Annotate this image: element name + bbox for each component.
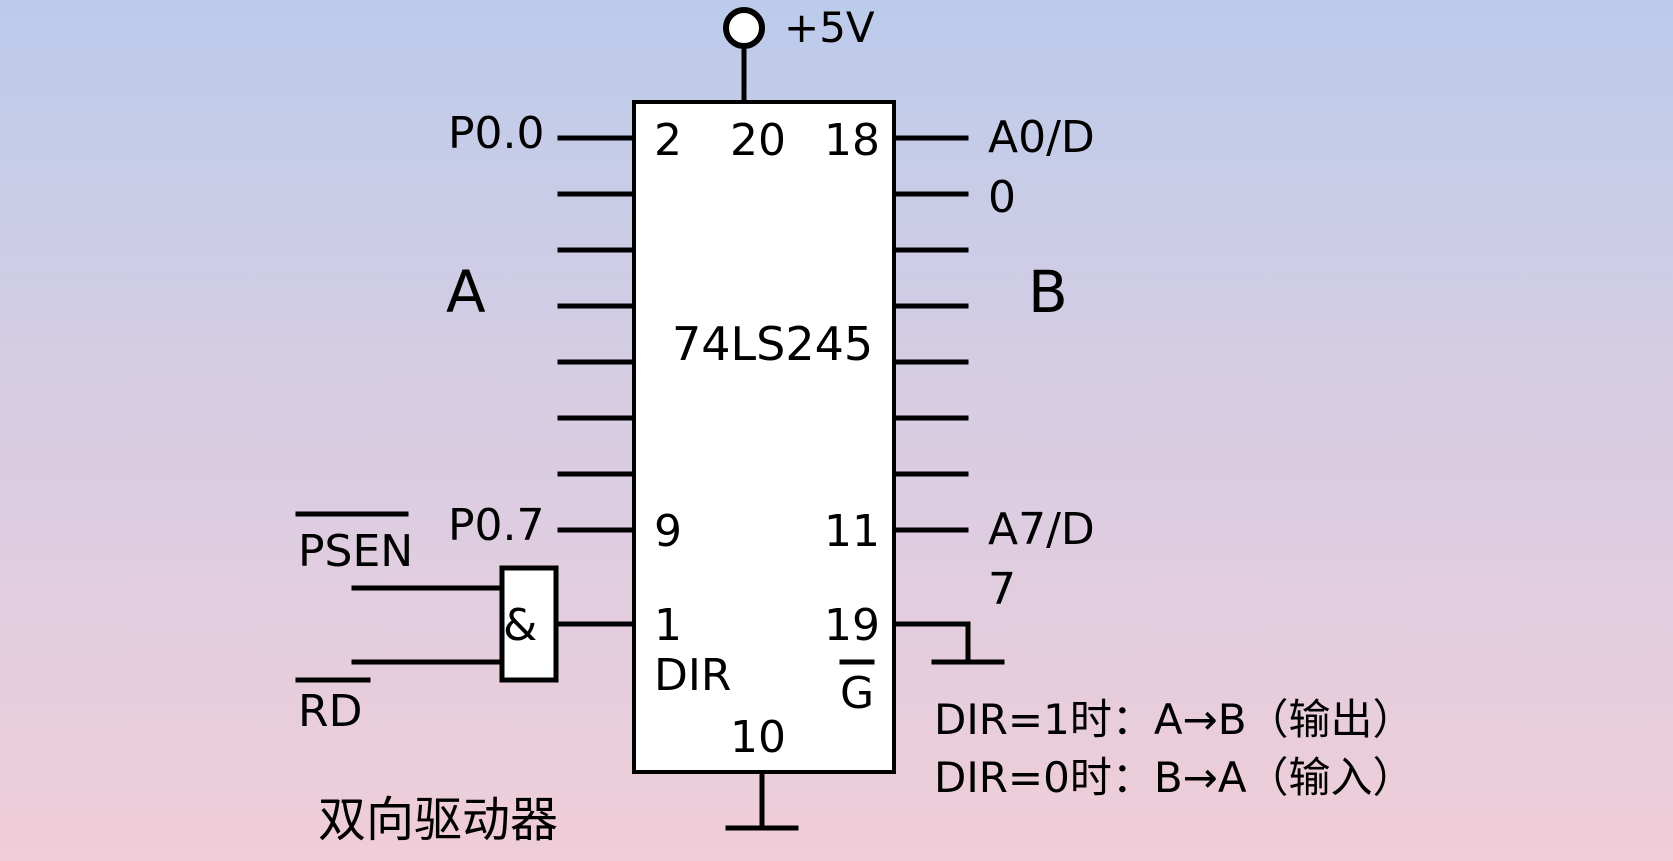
pin-label-a7d-line1: A7/D — [988, 504, 1095, 555]
diagram-caption: 双向驱动器 — [318, 792, 558, 848]
pin-number-10: 10 — [730, 712, 786, 763]
g-ground-wire — [895, 621, 1005, 665]
pin-label-p07: P0.7 — [448, 500, 545, 551]
and-gate — [499, 565, 559, 683]
g-label: G — [840, 668, 874, 719]
port-label-a: A — [446, 258, 486, 326]
left-pin-lines — [557, 135, 633, 533]
pin-number-2: 2 — [654, 115, 682, 166]
pin-label-a0d-line1: A0/D — [988, 112, 1095, 163]
pin-number-20: 20 — [730, 115, 786, 166]
chip-ground-wire — [725, 773, 799, 831]
pin-number-18: 18 — [824, 115, 880, 166]
dir-label: DIR — [654, 650, 731, 701]
pin-number-11: 11 — [824, 506, 880, 557]
note-dir0: DIR=0时：B→A（输入） — [934, 753, 1415, 802]
rd-label: RD — [298, 686, 362, 737]
pin-number-19: 19 — [824, 600, 880, 651]
port-label-b: B — [1028, 258, 1068, 326]
right-pin-lines — [895, 135, 969, 533]
chip-name: 74LS245 — [672, 317, 873, 371]
pin-label-a0d-line2: 0 — [988, 172, 1016, 223]
psen-label: PSEN — [298, 526, 413, 577]
pin-number-9: 9 — [654, 506, 682, 557]
power-terminal — [723, 7, 765, 103]
pin-label-p00: P0.0 — [448, 108, 545, 159]
and-gate-symbol: & — [503, 600, 537, 651]
power-label: +5V — [784, 3, 875, 52]
pin-label-a7d-line2: 7 — [988, 564, 1016, 615]
note-dir1: DIR=1时：A→B（输出） — [934, 695, 1415, 744]
pin-number-1: 1 — [654, 600, 682, 651]
